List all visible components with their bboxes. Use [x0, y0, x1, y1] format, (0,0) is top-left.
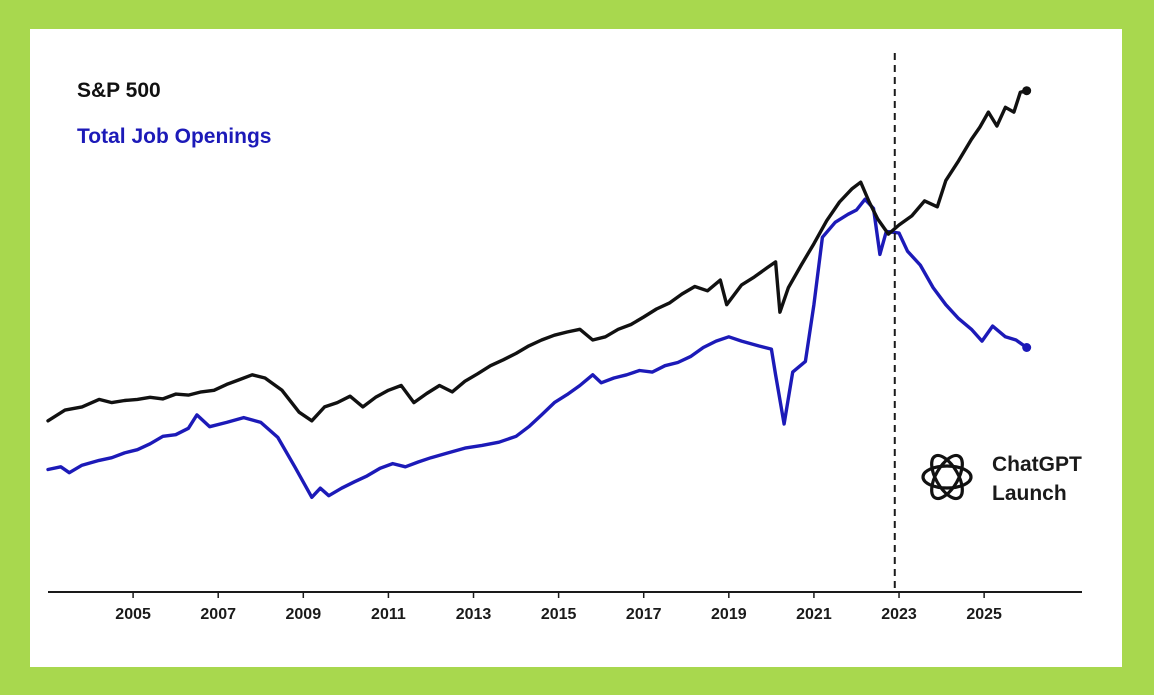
- x-tick-label: 2023: [881, 606, 917, 623]
- x-tick-label: 2009: [286, 606, 322, 623]
- series-line-sp500: [46, 89, 1029, 423]
- chart-card: S&P 500 Total Job Openings 2005 2007 2009 2…: [30, 29, 1122, 667]
- x-tick-label: 2025: [966, 606, 1002, 623]
- annotation-line-1: ChatGPT: [992, 453, 1082, 476]
- openai-logo-icon: [921, 453, 973, 501]
- annotation-line-2: Launch: [992, 482, 1067, 505]
- legend: S&P 500 Total Job Openings: [77, 79, 271, 148]
- series-end-point: [1022, 86, 1032, 96]
- x-tick-label: 2017: [626, 606, 662, 623]
- chatgpt-launch-annotation: ChatGPT Launch: [921, 453, 1082, 505]
- series-end-point: [1022, 343, 1032, 353]
- line-chart: S&P 500 Total Job Openings 2005 2007 2009 2…: [46, 53, 1082, 623]
- x-tick-label: 2005: [115, 606, 151, 623]
- x-axis-ticks: 2005 2007 2009 2011 2013 2015 2017 2019 2021 2023…: [115, 592, 1002, 623]
- legend-label-sp500: S&P 500: [77, 79, 161, 102]
- x-tick-label: 2015: [541, 606, 577, 623]
- series-layer: [46, 86, 1032, 499]
- x-tick-label: 2007: [200, 606, 236, 623]
- x-tick-label: 2013: [456, 606, 492, 623]
- series-line-job-openings: [46, 197, 1029, 499]
- x-tick-label: 2019: [711, 606, 747, 623]
- x-tick-label: 2021: [796, 606, 832, 623]
- x-tick-label: 2011: [371, 606, 406, 623]
- legend-label-job-openings: Total Job Openings: [77, 125, 271, 148]
